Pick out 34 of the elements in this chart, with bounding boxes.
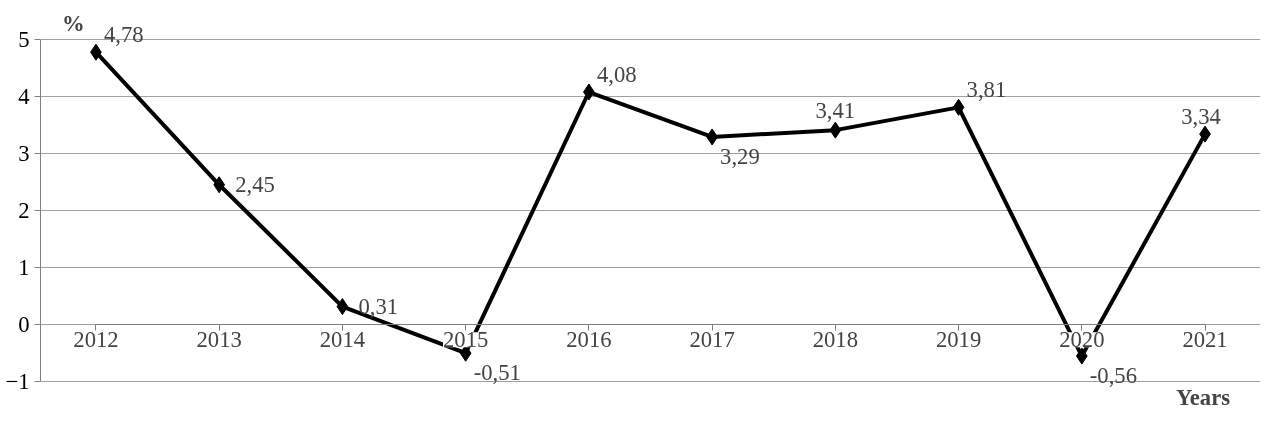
x-tick-label: 2019: [935, 327, 982, 353]
data-label: 3,41: [815, 98, 856, 124]
y-tick-label: 1: [18, 254, 30, 280]
x-tick-label: 2014: [319, 327, 366, 353]
y-tick-label: 0: [18, 311, 30, 337]
point: [952, 98, 965, 116]
point: [1075, 347, 1088, 365]
data-label: 3,34: [1181, 104, 1221, 130]
data-label: 0,31: [358, 294, 399, 320]
x-tick-label: 2021: [1182, 327, 1228, 353]
data-label: 2,45: [235, 172, 275, 198]
x-tick-label: 2015: [443, 327, 489, 353]
y-tick-label: 3: [18, 140, 30, 166]
y-tick-label: 2: [18, 197, 30, 223]
y-axis-title: %: [61, 10, 85, 36]
data-label: 4,78: [103, 22, 144, 48]
data-label: 4,08: [596, 62, 637, 87]
point: [213, 176, 226, 194]
y-tick-label: 5: [18, 27, 30, 53]
x-axis-title: Years: [1175, 385, 1231, 411]
y-tick-label: −1: [5, 368, 30, 394]
x-tick-label: 2013: [196, 327, 242, 353]
x-tick-label: 2016: [566, 327, 612, 353]
x-tick-label: 2020: [1059, 327, 1105, 353]
data-label: 3,29: [720, 143, 760, 169]
point: [829, 121, 842, 139]
x-tick-label: 2018: [812, 327, 858, 353]
data-label: -0,56: [1089, 363, 1138, 389]
data-label: -0,51: [473, 360, 521, 386]
x-tick-label: 2017: [689, 327, 735, 353]
y-tick-label: 4: [18, 84, 30, 110]
data-label: 3,81: [966, 77, 1007, 103]
x-tick-label: 2012: [73, 327, 119, 353]
point: [336, 298, 349, 316]
